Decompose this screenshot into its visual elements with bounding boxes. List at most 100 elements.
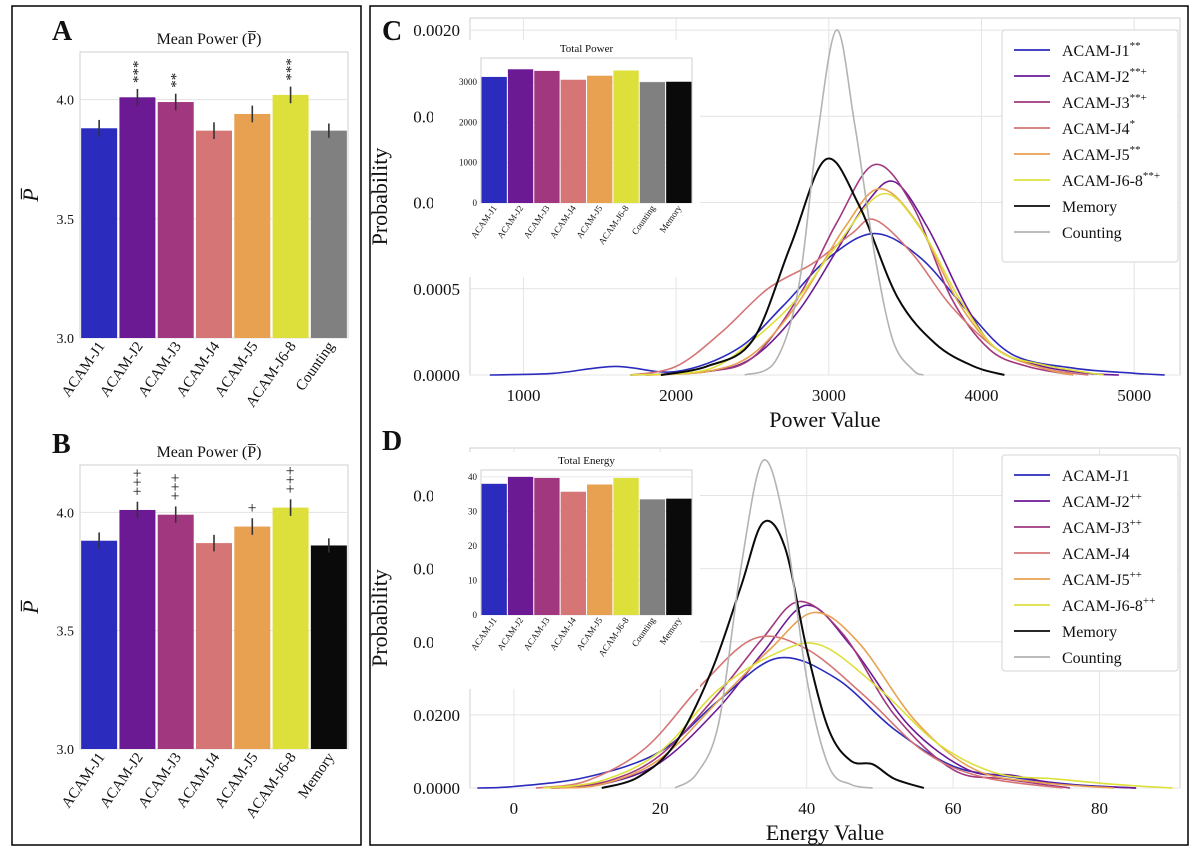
- significance-marker: ***: [130, 60, 146, 83]
- bar-acam-j1: [81, 540, 118, 749]
- legend-superscript: **+: [1130, 66, 1147, 78]
- legend-entry: ACAM-J2**+: [1062, 66, 1147, 86]
- inset-y-tick-label: 10: [468, 575, 478, 585]
- density-curve-memory: [601, 519, 925, 789]
- legend-entry: ACAM-J2++: [1062, 491, 1142, 511]
- density-curve-memory: [660, 157, 1005, 376]
- y-tick-label: 3.0: [57, 332, 75, 347]
- inset-y-tick-label: 0: [473, 610, 478, 620]
- x-axis-label: Power Value: [769, 407, 880, 432]
- panel-d: 0204060800.00000.02000.04000.06000.0800E…: [367, 426, 1181, 845]
- panel-c: 100020003000400050000.00000.00050.00100.…: [367, 16, 1181, 432]
- bar-acam-j6-8: [272, 94, 309, 339]
- chart-title: Mean Power (P̅): [157, 30, 262, 48]
- legend-label: ACAM-J4: [1062, 546, 1130, 563]
- inset-bar-acam-j1: [481, 483, 507, 615]
- legend-label: ACAM-J2: [1062, 69, 1130, 86]
- legend-entry: ACAM-J1: [1062, 468, 1130, 485]
- legend-label: ACAM-J5: [1062, 147, 1130, 164]
- y-axis-label: P̅: [18, 600, 43, 615]
- legend-entry: ACAM-J3++: [1062, 517, 1142, 537]
- bar-acam-j1: [81, 128, 118, 338]
- density-curve-acam-j3: [645, 163, 1074, 376]
- legend-superscript: ++: [1130, 517, 1142, 529]
- legend-label: ACAM-J6-8: [1062, 598, 1143, 615]
- x-tick-label: 4000: [965, 386, 999, 405]
- legend-entry: Counting: [1062, 225, 1122, 242]
- legend-entry: Counting: [1062, 650, 1122, 667]
- inset-bar-acam-j6-8: [613, 70, 639, 203]
- legend-entry: ACAM-J6-8++: [1062, 595, 1155, 615]
- inset-bar-acam-j6-8: [613, 477, 639, 615]
- legend-superscript: **+: [1143, 170, 1160, 182]
- inset-bar-memory: [666, 81, 692, 203]
- significance-marker: +: [244, 503, 261, 512]
- legend-entry: Memory: [1062, 199, 1117, 216]
- panel-label-a: A: [52, 16, 73, 47]
- x-tick-label: Memory: [295, 750, 338, 802]
- inset-bar-counting: [639, 499, 666, 615]
- inset-y-tick-label: 20: [468, 541, 478, 551]
- density-curve-acam-j4: [535, 635, 1064, 789]
- x-tick-label: 80: [1091, 799, 1108, 818]
- inset-y-tick-label: 3000: [459, 77, 478, 87]
- significance-marker: +++: [283, 466, 300, 493]
- legend-box: [1001, 454, 1179, 672]
- inset-bar-counting: [639, 82, 666, 203]
- y-tick-label: 0.0000: [413, 366, 460, 385]
- inset-y-tick-label: 0: [473, 198, 478, 208]
- inset-bar-acam-j1: [481, 76, 507, 203]
- x-tick-label: 1000: [506, 386, 540, 405]
- legend-label: Memory: [1062, 624, 1117, 641]
- legend-label: Counting: [1062, 650, 1122, 667]
- legend-superscript: **+: [1130, 92, 1147, 104]
- inset-bar-acam-j3: [534, 477, 560, 615]
- inset-y-tick-label: 1000: [459, 158, 478, 168]
- bar-acam-j5: [234, 113, 271, 338]
- legend-box: [1001, 29, 1179, 263]
- inset-y-tick-label: 40: [468, 472, 478, 482]
- panel-label-c: C: [382, 16, 402, 47]
- inset-title: Total Energy: [558, 455, 615, 467]
- legend-superscript: **: [1130, 40, 1141, 52]
- legend-superscript: ++: [1143, 595, 1155, 607]
- significance-marker: +++: [129, 469, 146, 496]
- density-curve-counting: [744, 29, 924, 376]
- x-tick-label: Counting: [293, 339, 338, 394]
- bar-acam-j5: [234, 526, 271, 749]
- legend-superscript: *: [1130, 118, 1136, 130]
- y-tick-label: 3.5: [57, 213, 75, 228]
- inset-y-tick-label: 2000: [459, 117, 478, 127]
- panel-a: 3.03.54.0ACAM-J1***ACAM-J2**ACAM-J3ACAM-…: [18, 16, 349, 410]
- legend-label: Counting: [1062, 225, 1122, 242]
- legend-entry: ACAM-J1**: [1062, 40, 1141, 60]
- inset-bar-acam-j4: [560, 491, 586, 615]
- legend-label: ACAM-J2: [1062, 494, 1130, 511]
- legend-label: ACAM-J3: [1062, 520, 1130, 537]
- legend-label: ACAM-J5: [1062, 572, 1130, 589]
- x-tick-label: 5000: [1117, 386, 1151, 405]
- bar-acam-j4: [196, 130, 232, 338]
- bar-acam-j6-8: [272, 507, 309, 749]
- inset-bar-acam-j5: [587, 484, 613, 615]
- bar-acam-j2: [119, 509, 156, 749]
- chart-title: Mean Power (P̅): [157, 443, 262, 461]
- legend-entry: ACAM-J4*: [1062, 118, 1135, 138]
- density-curve-acam-j3: [557, 600, 1071, 789]
- legend-label: ACAM-J3: [1062, 95, 1130, 112]
- panel-b: 3.03.54.0ACAM-J1+++ACAM-J2+++ACAM-J3ACAM…: [18, 429, 349, 821]
- y-axis-label: Probability: [367, 148, 392, 246]
- legend-entry: ACAM-J5++: [1062, 569, 1142, 589]
- density-curve-acam-j1: [489, 232, 1165, 376]
- x-tick-label: 3000: [812, 386, 846, 405]
- y-tick-label: 3.0: [57, 743, 75, 758]
- left-frame: [11, 5, 362, 846]
- significance-marker: ***: [284, 58, 300, 81]
- right-frame: [369, 5, 1189, 846]
- inset-bar-acam-j5: [587, 75, 613, 203]
- panel-label-b: B: [52, 429, 71, 460]
- y-tick-label: 4.0: [57, 506, 75, 521]
- inset-bar-memory: [666, 498, 692, 615]
- density-curve-acam-j6-8: [543, 642, 1173, 789]
- legend-entry: ACAM-J3**+: [1062, 92, 1147, 112]
